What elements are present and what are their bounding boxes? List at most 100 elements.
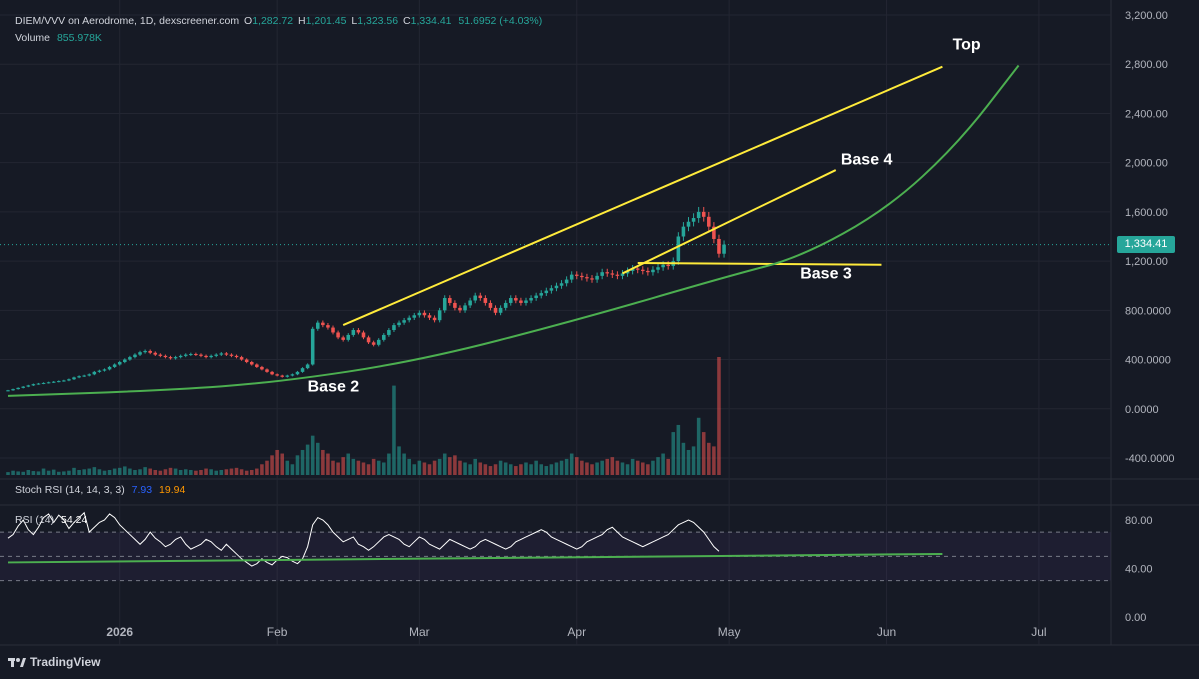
volume-bar <box>351 458 356 475</box>
stoch-k-value: 7.93 <box>131 484 153 496</box>
volume-bar <box>610 457 615 475</box>
volume-bar <box>539 464 544 475</box>
top-trendline <box>342 65 943 327</box>
volume-bar <box>483 464 488 475</box>
candle-body <box>722 244 726 254</box>
volume-bar <box>239 469 244 475</box>
volume-bar <box>595 462 599 475</box>
stoch-rsi-header[interactable]: Stoch RSI (14, 14, 3, 3) 7.93 19.94 <box>15 484 185 496</box>
open-value: 1,282.72 <box>252 15 294 27</box>
volume-bar <box>229 468 234 475</box>
candle-body <box>133 354 137 358</box>
volume-bar <box>214 470 218 475</box>
axes: 3,200.00 2,800.00 2,400.00 2,000.00 1,600.00… <box>106 10 1174 639</box>
rsi-header[interactable]: RSI (14) 54.24 <box>15 514 87 526</box>
candle-body <box>371 342 376 345</box>
volume-bar <box>117 467 122 475</box>
volume-bar <box>529 464 533 475</box>
volume-bar <box>295 455 300 475</box>
candle-body <box>214 354 218 356</box>
candle-body <box>16 387 20 390</box>
candle-body <box>585 277 589 279</box>
volume-bar <box>371 458 376 475</box>
volume-bar <box>498 460 503 475</box>
candle-body <box>519 300 523 303</box>
candle-body <box>31 384 36 386</box>
candle-body <box>107 366 112 370</box>
candle-body <box>387 330 391 335</box>
volume-bar <box>534 460 538 475</box>
candle-body <box>630 268 635 271</box>
candle-body <box>234 355 239 358</box>
candle-body <box>651 269 655 273</box>
candle-body <box>173 357 178 359</box>
volume-bar <box>549 464 554 475</box>
open-label: O <box>244 15 253 27</box>
candle-body <box>326 325 330 328</box>
candle-body <box>453 302 457 308</box>
volume-bar <box>366 464 371 475</box>
price-tick-label: 2,400.00 <box>1125 108 1168 120</box>
volume-bar <box>275 449 279 475</box>
candle-body <box>412 315 417 318</box>
volume-bar <box>696 417 701 475</box>
low-value: 1,323.56 <box>357 15 399 27</box>
volume-bar <box>336 462 340 475</box>
volume-bar <box>397 446 401 475</box>
volume-bar <box>463 462 467 475</box>
volume-bar <box>641 462 645 475</box>
volume-bar <box>285 460 290 475</box>
candle-body <box>341 337 345 340</box>
candle-body <box>6 390 10 392</box>
volume-bar <box>6 472 10 475</box>
volume-bar <box>478 462 483 475</box>
high-label: H <box>298 15 306 27</box>
candle-body <box>72 377 76 380</box>
candle-body <box>534 295 538 299</box>
volume-bar <box>564 458 569 475</box>
candle-body <box>539 293 544 296</box>
candle-body <box>422 312 427 316</box>
volume-bar <box>585 462 589 475</box>
volume-bar <box>656 457 660 475</box>
annotation-top: Top <box>953 36 981 53</box>
volume-bar <box>615 460 620 475</box>
volume-bar <box>382 462 386 475</box>
volume-bar <box>87 468 92 475</box>
tradingview-watermark[interactable]: TradingView <box>8 655 100 669</box>
volume-bar <box>199 469 203 475</box>
candle-body <box>77 376 81 378</box>
candle-body <box>696 211 701 219</box>
rsi-label: RSI (14) <box>15 514 55 526</box>
volume-bar <box>249 469 254 475</box>
volume-bar <box>625 464 630 475</box>
volume-bar <box>519 464 523 475</box>
rsi-pane <box>0 511 1111 582</box>
volume-bar <box>717 357 721 475</box>
price-tick-label: 1,600.00 <box>1125 207 1168 219</box>
volume-bar <box>651 460 655 475</box>
candle-body <box>239 357 244 360</box>
candle-body <box>224 353 229 355</box>
candle-body <box>676 236 681 262</box>
change-value: 51.6952 (+4.03%) <box>458 15 543 27</box>
candle-body <box>448 298 452 303</box>
parabolic-support-curve <box>7 64 1020 397</box>
candle-body <box>300 368 305 372</box>
candle-body <box>427 315 432 318</box>
volume-bar <box>280 453 285 475</box>
volume-bar <box>183 469 188 475</box>
volume-bar <box>407 458 411 475</box>
candle-body <box>128 357 132 360</box>
volume-bar <box>574 457 579 475</box>
volume-bar <box>676 424 681 475</box>
candle-body <box>148 350 152 353</box>
volume-bar <box>590 464 594 475</box>
candle-body <box>417 312 422 316</box>
volume-bar <box>503 462 508 475</box>
volume-bar <box>326 453 330 475</box>
candle-body <box>92 371 97 375</box>
price-tick-label: 2,800.00 <box>1125 59 1168 71</box>
candle-body <box>508 298 513 303</box>
